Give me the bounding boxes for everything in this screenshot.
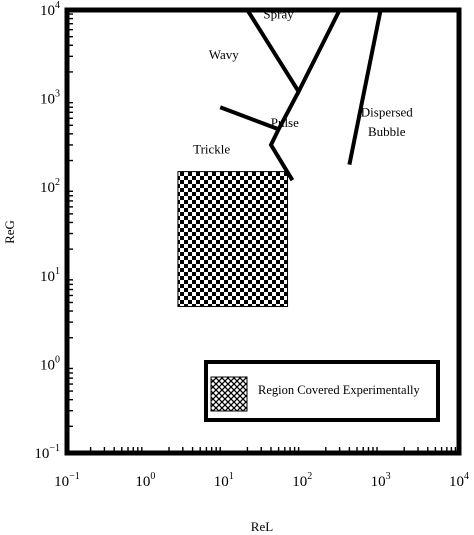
y-tick-label: 10−1 bbox=[34, 443, 60, 462]
x-tick-label: 104 bbox=[449, 471, 469, 490]
regime-label-wavy: Wavy bbox=[209, 47, 239, 62]
y-tick-label: 101 bbox=[40, 266, 60, 285]
boundary-line-1 bbox=[245, 8, 342, 96]
x-tick-label: 100 bbox=[135, 471, 155, 490]
experimental-region bbox=[177, 171, 289, 308]
y-tick-label: 100 bbox=[40, 354, 60, 373]
y-tick-label: 102 bbox=[40, 177, 60, 196]
x-axis-title: ReL bbox=[251, 519, 273, 534]
y-tick-label: 103 bbox=[40, 89, 60, 108]
y-tick-label: 104 bbox=[40, 0, 60, 19]
x-tick-labels: 10−1 100 101 102 103 104 bbox=[54, 471, 469, 490]
legend: Region Covered Experimentally bbox=[204, 360, 440, 422]
boundary-line-2 bbox=[219, 105, 280, 132]
experimental-region-rect bbox=[177, 171, 289, 308]
legend-label: Region Covered Experimentally bbox=[258, 383, 421, 397]
x-tick-label: 10−1 bbox=[54, 471, 80, 490]
regime-label-trickle: Trickle bbox=[193, 142, 230, 157]
regime-label-spray: Spray bbox=[263, 7, 294, 22]
x-tick-label: 101 bbox=[214, 471, 234, 490]
boundary-line-4 bbox=[347, 9, 383, 165]
regime-labels: Spray Wavy Pulse Trickle Dispersed Bubble bbox=[193, 7, 413, 157]
plot-frame bbox=[64, 7, 462, 456]
x-tick-label: 102 bbox=[292, 471, 312, 490]
minor-ticks bbox=[67, 13, 457, 453]
regime-label-dispersed: Dispersed bbox=[361, 104, 413, 119]
y-axis-title: ReG bbox=[2, 220, 17, 244]
legend-swatch bbox=[210, 376, 248, 412]
regime-boundaries bbox=[219, 8, 383, 182]
y-tick-labels: 10−1 100 101 102 103 104 bbox=[34, 0, 60, 462]
x-tick-label: 103 bbox=[371, 471, 391, 490]
regime-label-bubble: Bubble bbox=[368, 124, 406, 139]
boundary-line-3 bbox=[268, 90, 301, 182]
regime-label-pulse: Pulse bbox=[271, 115, 299, 130]
